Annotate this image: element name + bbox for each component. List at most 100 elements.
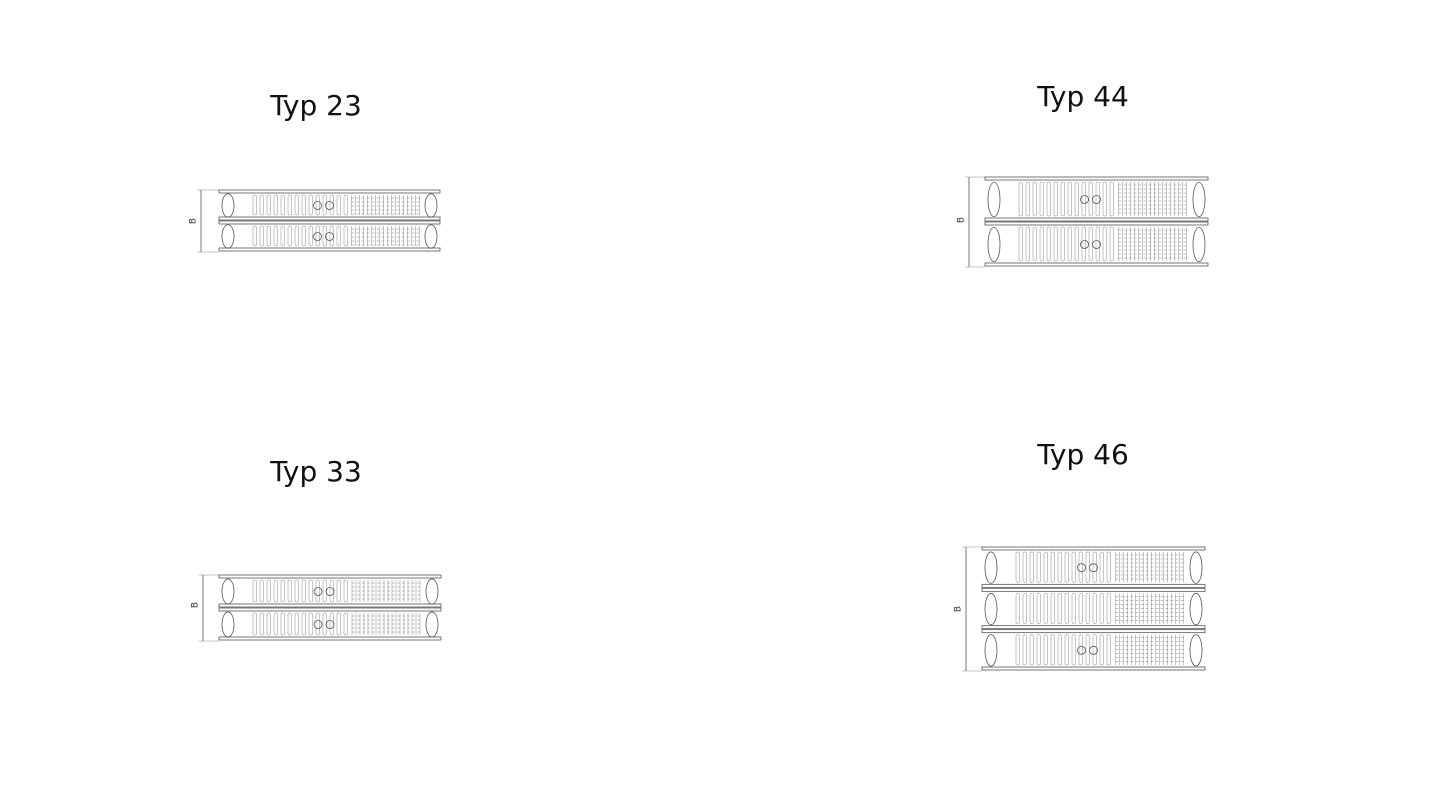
valve (1092, 195, 1101, 204)
panel-title: Typ 44 (1036, 80, 1129, 113)
fin (1018, 226, 1023, 262)
fin (308, 612, 313, 636)
valve (1077, 563, 1086, 573)
valve (1089, 563, 1098, 573)
panel-rail (218, 216, 441, 221)
fin (329, 579, 334, 603)
dimension-label: B (191, 602, 201, 608)
fin (329, 225, 334, 247)
fin (1057, 593, 1062, 624)
valve (325, 201, 334, 210)
fin (280, 579, 285, 603)
fin (1081, 181, 1086, 217)
fin (329, 194, 334, 216)
fin (1043, 593, 1048, 624)
fin (294, 612, 299, 636)
fin (1032, 181, 1037, 217)
panel-title: Typ 23 (269, 89, 362, 122)
end-cap (984, 551, 998, 584)
fin (1060, 181, 1065, 217)
fin (315, 612, 320, 636)
fin (1060, 226, 1065, 262)
dimension-label: B (957, 217, 967, 223)
fin (343, 579, 348, 603)
valve (313, 587, 323, 596)
fin (266, 225, 271, 247)
fin (1039, 226, 1044, 262)
fin (1046, 181, 1051, 217)
fin (329, 612, 334, 636)
fin (1106, 634, 1111, 666)
fin (1029, 593, 1034, 624)
fin (1074, 181, 1079, 217)
fin (1067, 181, 1072, 217)
panel-rail (218, 189, 441, 194)
panel-rail (981, 546, 1206, 551)
fin (1064, 593, 1069, 624)
fin (322, 579, 327, 603)
end-cap (425, 611, 439, 638)
fin (336, 579, 341, 603)
panel-rail (984, 176, 1209, 181)
fin (259, 579, 264, 603)
fin (1095, 226, 1100, 262)
fin (308, 225, 313, 247)
fin (322, 194, 327, 216)
fin (287, 612, 292, 636)
valve (313, 232, 322, 241)
radiator-drawing (197, 189, 441, 253)
fin (1064, 551, 1069, 583)
fin (1057, 551, 1062, 583)
fin (259, 225, 264, 247)
fin (322, 612, 327, 636)
fin (280, 194, 285, 216)
fin (1088, 181, 1093, 217)
fin (1099, 593, 1104, 624)
fin (287, 225, 292, 247)
fin (1095, 181, 1100, 217)
fin (1025, 226, 1030, 262)
fin (1036, 634, 1041, 666)
fin (1022, 634, 1027, 666)
fin (266, 579, 271, 603)
end-cap (987, 226, 1001, 262)
fin (1085, 593, 1090, 624)
fin (1050, 634, 1055, 666)
fin (1081, 226, 1086, 262)
end-cap (987, 181, 1001, 217)
fin (1036, 551, 1041, 583)
end-cap (984, 634, 998, 667)
end-cap (424, 193, 438, 218)
fin (1022, 551, 1027, 583)
fin (280, 612, 285, 636)
radiator-drawing (962, 546, 1206, 672)
fin (1088, 226, 1093, 262)
panel-rail (984, 221, 1209, 226)
fin (343, 225, 348, 247)
fin (1050, 551, 1055, 583)
fin (343, 612, 348, 636)
fin (1029, 634, 1034, 666)
valve (1080, 195, 1089, 204)
fin (1106, 593, 1111, 624)
fin (336, 225, 341, 247)
fin (280, 225, 285, 247)
end-cap (1189, 551, 1203, 584)
fin (301, 225, 306, 247)
fin (1043, 551, 1048, 583)
fin (1022, 593, 1027, 624)
fin (252, 612, 257, 636)
fin (1106, 551, 1111, 583)
panel-rail (218, 574, 442, 579)
fin (1071, 634, 1076, 666)
fin (1102, 181, 1107, 217)
end-cap (984, 592, 998, 626)
fin (315, 579, 320, 603)
fin (252, 225, 257, 247)
fin (1109, 226, 1114, 262)
panel-rail (981, 666, 1206, 671)
dimension-label: B (189, 218, 199, 224)
fin (273, 579, 278, 603)
valve (1092, 240, 1101, 249)
